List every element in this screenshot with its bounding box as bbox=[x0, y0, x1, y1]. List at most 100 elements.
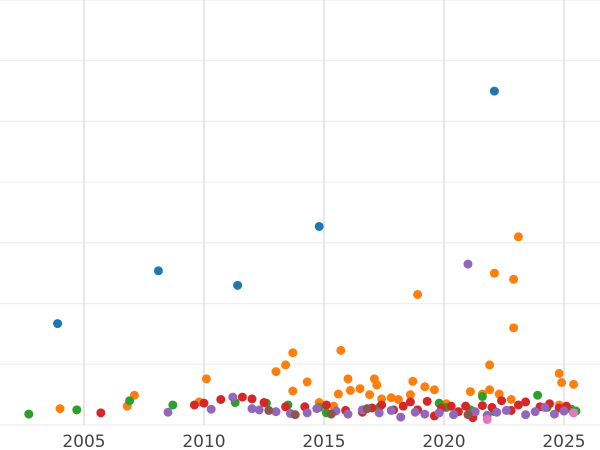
data-point bbox=[365, 390, 375, 400]
data-point bbox=[288, 348, 298, 358]
data-point bbox=[420, 409, 430, 419]
data-point bbox=[463, 410, 473, 420]
data-point bbox=[420, 382, 430, 392]
data-point bbox=[233, 280, 243, 290]
x-tick-label: 2005 bbox=[62, 432, 105, 450]
data-point bbox=[24, 409, 34, 419]
data-point bbox=[312, 404, 322, 414]
data-point bbox=[446, 401, 456, 411]
data-point bbox=[326, 409, 336, 419]
data-point bbox=[398, 401, 408, 411]
data-point bbox=[485, 385, 495, 395]
data-point bbox=[482, 415, 492, 425]
data-point bbox=[247, 394, 257, 404]
series-6 bbox=[482, 408, 579, 425]
data-point bbox=[530, 407, 540, 417]
data-point bbox=[569, 379, 579, 389]
data-point bbox=[281, 360, 291, 370]
data-point bbox=[281, 402, 291, 412]
data-point bbox=[509, 323, 519, 333]
data-point bbox=[247, 404, 257, 414]
x-tick-label: 2010 bbox=[182, 432, 225, 450]
series-0 bbox=[53, 86, 499, 329]
data-point bbox=[408, 376, 418, 386]
data-point bbox=[290, 410, 300, 420]
series-5 bbox=[264, 404, 473, 420]
data-point bbox=[569, 408, 579, 418]
data-point bbox=[336, 345, 346, 355]
data-point bbox=[333, 389, 343, 399]
points-layer bbox=[24, 86, 581, 425]
data-point bbox=[465, 387, 475, 397]
data-point bbox=[377, 400, 387, 410]
data-point bbox=[410, 407, 420, 417]
data-point bbox=[489, 86, 499, 96]
data-point bbox=[554, 368, 564, 378]
data-point bbox=[559, 406, 569, 416]
series-1 bbox=[55, 232, 579, 414]
data-point bbox=[168, 400, 178, 410]
data-point bbox=[477, 401, 487, 411]
data-point bbox=[533, 390, 543, 400]
data-point bbox=[125, 396, 135, 406]
data-point bbox=[463, 259, 473, 269]
data-point bbox=[470, 407, 480, 417]
data-point bbox=[302, 408, 312, 418]
data-point bbox=[355, 384, 365, 394]
data-point bbox=[521, 397, 531, 407]
data-point bbox=[422, 396, 432, 406]
data-point bbox=[321, 400, 331, 410]
data-point bbox=[509, 274, 519, 284]
data-point bbox=[549, 409, 559, 419]
data-point bbox=[96, 408, 106, 418]
data-point bbox=[489, 268, 499, 278]
data-point bbox=[386, 393, 396, 403]
data-point bbox=[237, 392, 247, 402]
data-point bbox=[254, 405, 264, 415]
data-point bbox=[302, 377, 312, 387]
data-point bbox=[393, 395, 403, 404]
data-point bbox=[405, 390, 415, 400]
grid-layer bbox=[0, 0, 600, 426]
data-point bbox=[513, 232, 523, 242]
data-point bbox=[153, 266, 163, 276]
data-point bbox=[216, 395, 226, 404]
data-point bbox=[513, 400, 523, 410]
data-point bbox=[55, 404, 65, 414]
data-point bbox=[413, 289, 423, 299]
data-point bbox=[345, 385, 355, 395]
data-point bbox=[201, 374, 211, 384]
data-point bbox=[386, 405, 396, 415]
x-tick-labels: 2005 2010 2015 2020 2025 bbox=[62, 432, 585, 450]
data-point bbox=[429, 385, 439, 395]
data-point bbox=[271, 367, 281, 377]
data-point bbox=[477, 391, 487, 401]
data-point bbox=[314, 221, 324, 231]
data-point bbox=[228, 392, 238, 402]
data-point bbox=[271, 407, 281, 417]
data-point bbox=[497, 396, 507, 406]
data-point bbox=[362, 404, 372, 414]
data-point bbox=[259, 398, 269, 408]
data-point bbox=[163, 407, 173, 417]
data-point bbox=[461, 401, 471, 411]
data-point bbox=[501, 405, 511, 415]
data-point bbox=[396, 412, 406, 422]
data-point bbox=[72, 405, 82, 415]
data-point bbox=[449, 410, 459, 420]
data-point bbox=[343, 409, 353, 419]
data-point bbox=[557, 378, 567, 387]
x-tick-label: 2015 bbox=[302, 432, 345, 450]
data-point bbox=[506, 395, 516, 404]
data-point bbox=[288, 386, 298, 396]
data-point bbox=[405, 397, 415, 407]
data-point bbox=[492, 407, 502, 417]
x-tick-label: 2020 bbox=[422, 432, 465, 450]
data-point bbox=[372, 380, 382, 390]
data-point bbox=[374, 408, 384, 418]
data-point bbox=[485, 360, 495, 370]
data-point bbox=[434, 408, 444, 418]
data-point bbox=[540, 402, 550, 412]
data-point bbox=[521, 410, 531, 420]
